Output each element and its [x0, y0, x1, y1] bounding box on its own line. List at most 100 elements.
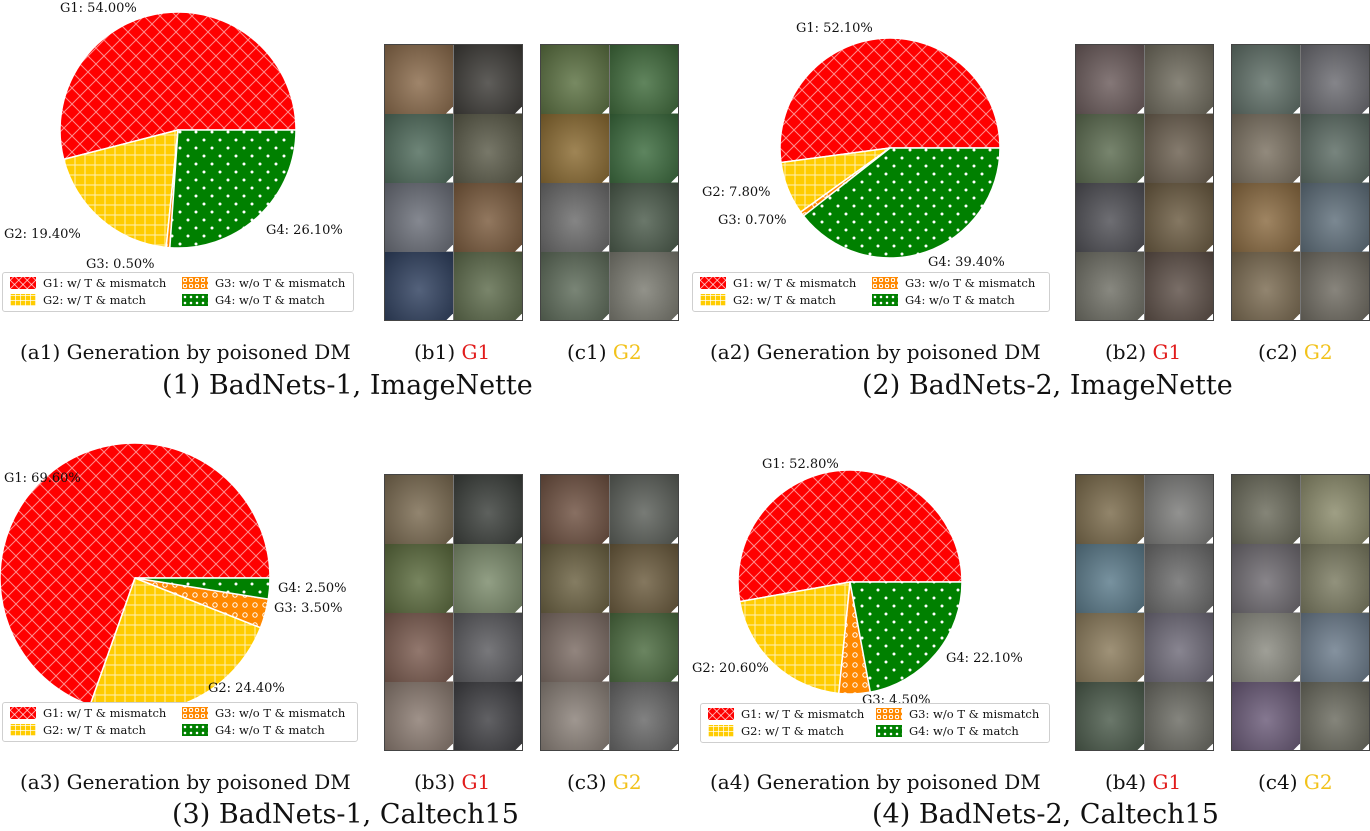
legend-3: G1: w/ T & mismatch G2: w/ T & match G3:… [2, 702, 358, 742]
legend-1: G1: w/ T & mismatch G2: w/ T & match G3:… [2, 272, 354, 312]
panel-title-3: (3) BadNets-1, Caltech15 [172, 799, 519, 830]
legend-label: G3: w/o T & mismatch [909, 707, 1040, 721]
pie-label-g4: G4: 39.40% [928, 255, 1005, 270]
generated-image-tile [385, 183, 453, 252]
generated-image-tile [541, 114, 609, 183]
legend-swatch-g3-icon [181, 706, 209, 720]
legend-label: G2: w/ T & match [741, 724, 844, 738]
caption-a4: (a4) Generation by poisoned DM [710, 770, 1041, 794]
pie-label-g4: G4: 2.50% [278, 581, 346, 596]
generated-image-tile [1076, 544, 1144, 613]
generated-image-tile [1232, 475, 1300, 544]
pie-label-g1: G1: 69.60% [4, 471, 81, 486]
trigger-corner-icon [446, 175, 453, 183]
generated-image-tile [610, 613, 678, 682]
pie-slice-g4 [134, 577, 271, 600]
generated-image-tile [1301, 613, 1369, 682]
image-grid-b1 [384, 44, 523, 321]
trigger-corner-icon [1137, 244, 1144, 252]
generated-image-tile [610, 475, 678, 544]
generated-image-tile [1301, 252, 1369, 320]
trigger-corner-icon [1362, 743, 1369, 750]
legend-item-g1: G1: w/ T & mismatch [9, 276, 166, 290]
generated-image-tile [610, 114, 678, 183]
pie-slice-g4 [169, 129, 297, 249]
trigger-corner-icon [446, 106, 453, 114]
trigger-corner-icon [515, 106, 522, 114]
legend-label: G4: w/o T & match [215, 293, 325, 307]
trigger-corner-icon [671, 536, 678, 544]
generated-image-tile [1076, 183, 1144, 252]
trigger-corner-icon [1293, 743, 1300, 750]
pie-label-g2: G2: 7.80% [702, 185, 770, 200]
legend-swatch-g2-icon [9, 723, 37, 737]
legend-label: G3: w/o T & mismatch [215, 276, 346, 290]
generated-image-tile [1145, 252, 1213, 320]
trigger-corner-icon [1137, 536, 1144, 544]
pie-label-g2: G2: 20.60% [692, 661, 769, 676]
legend-swatch-g1-icon [9, 276, 37, 290]
caption-c1: (c1) G2 [567, 340, 642, 364]
generated-image-tile [1076, 252, 1144, 320]
legend-swatch-g2-icon [707, 724, 735, 738]
generated-image-tile [1076, 114, 1144, 183]
generated-image-tile [454, 45, 522, 114]
image-grid-c1 [540, 44, 679, 321]
generated-image-tile [454, 252, 522, 320]
caption-b4: (b4) G1 [1105, 770, 1181, 794]
trigger-corner-icon [1206, 244, 1213, 252]
trigger-corner-icon [515, 605, 522, 613]
legend-swatch-g2-icon [9, 293, 37, 307]
caption-prefix: (c3) [567, 770, 607, 794]
generated-image-tile [1301, 544, 1369, 613]
legend-label: G4: w/o T & match [215, 723, 325, 737]
legend-item-g4: G4: w/o T & match [181, 293, 325, 307]
caption-prefix: (b1) [414, 340, 456, 364]
trigger-corner-icon [602, 106, 609, 114]
trigger-corner-icon [1293, 313, 1300, 320]
generated-image-tile [385, 114, 453, 183]
trigger-corner-icon [515, 536, 522, 544]
generated-image-tile [1232, 544, 1300, 613]
caption-prefix: (b3) [414, 770, 456, 794]
pie-label-g2: G2: 24.40% [208, 681, 285, 696]
trigger-corner-icon [1293, 674, 1300, 682]
generated-image-tile [385, 544, 453, 613]
trigger-corner-icon [602, 743, 609, 750]
caption-group: G1 [1152, 340, 1182, 364]
legend-label: G1: w/ T & mismatch [43, 276, 167, 290]
trigger-corner-icon [446, 244, 453, 252]
legend-swatch-g3-icon [875, 707, 903, 721]
pie-label-g4: G4: 22.10% [946, 651, 1023, 666]
legend-label: G2: w/ T & match [43, 293, 146, 307]
generated-image-tile [454, 114, 522, 183]
legend-label: G1: w/ T & mismatch [733, 276, 857, 290]
legend-label: G1: w/ T & mismatch [741, 707, 865, 721]
generated-image-tile [610, 45, 678, 114]
trigger-corner-icon [602, 175, 609, 183]
generated-image-tile [1232, 252, 1300, 320]
trigger-corner-icon [515, 313, 522, 320]
caption-c2: (c2) G2 [1258, 340, 1333, 364]
trigger-corner-icon [1293, 605, 1300, 613]
generated-image-tile [1301, 114, 1369, 183]
legend-swatch-g1-icon [707, 707, 735, 721]
generated-image-tile [541, 544, 609, 613]
caption-prefix: (c4) [1258, 770, 1298, 794]
legend-item-g2: G2: w/ T & match [9, 723, 146, 737]
trigger-corner-icon [1293, 244, 1300, 252]
legend-label: G3: w/o T & mismatch [905, 276, 1036, 290]
caption-group: G1 [461, 340, 491, 364]
caption-prefix: (b4) [1105, 770, 1147, 794]
trigger-corner-icon [1362, 175, 1369, 183]
image-grid-b4 [1075, 474, 1214, 751]
generated-image-tile [1232, 45, 1300, 114]
trigger-corner-icon [602, 536, 609, 544]
trigger-corner-icon [1206, 605, 1213, 613]
legend-label: G2: w/ T & match [733, 293, 836, 307]
image-grid-c2 [1231, 44, 1370, 321]
legend-swatch-g1-icon [9, 706, 37, 720]
generated-image-tile [1301, 45, 1369, 114]
trigger-corner-icon [446, 674, 453, 682]
generated-image-tile [1076, 45, 1144, 114]
